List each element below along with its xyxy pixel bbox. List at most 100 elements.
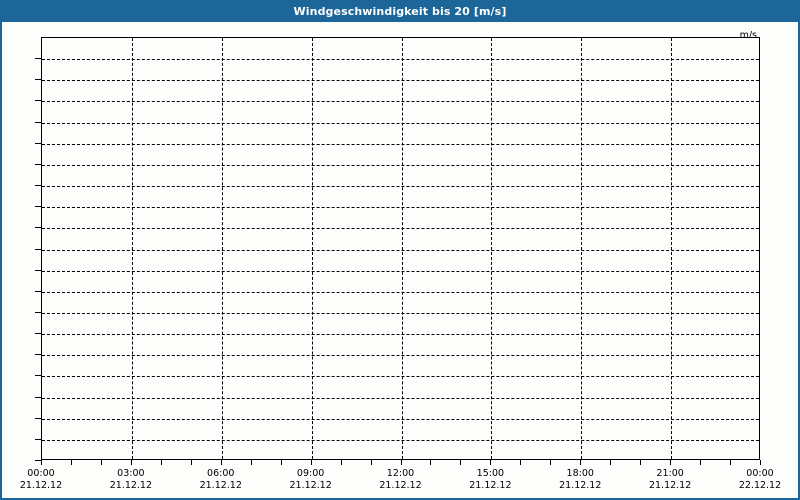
window-title-bar: Windgeschwindigkeit bis 20 [m/s] — [2, 2, 798, 22]
x-axis-tick-date: 21.12.12 — [109, 480, 153, 491]
x-axis-minor-tick-mark — [370, 460, 372, 465]
x-axis-tick-time: 06:00 — [207, 468, 235, 479]
x-axis-tick-label: 03:00 21.12.12 — [86, 468, 176, 492]
horizontal-gridline — [42, 249, 759, 251]
plot-area — [41, 37, 760, 460]
x-axis-major-tick-mark — [400, 460, 402, 465]
y-axis-tick-mark — [35, 460, 41, 461]
x-axis-minor-tick-mark — [160, 460, 162, 465]
horizontal-gridline — [42, 186, 759, 188]
horizontal-gridline — [42, 80, 759, 82]
horizontal-gridline — [42, 418, 759, 420]
vertical-gridline — [491, 38, 493, 459]
horizontal-gridline — [42, 376, 759, 378]
vertical-gridline — [131, 38, 133, 459]
vertical-gridline — [581, 38, 583, 459]
x-axis-tick-time: 18:00 — [566, 468, 594, 479]
x-axis-tick-label: 15:00 21.12.12 — [445, 468, 535, 492]
y-axis-tick-mark — [35, 333, 41, 335]
x-axis-tick-label: 09:00 21.12.12 — [266, 468, 356, 492]
y-axis-tick-mark — [35, 185, 41, 187]
y-axis-tick-mark — [35, 311, 41, 313]
y-axis-tick-mark — [35, 248, 41, 250]
x-axis-tick-time: 21:00 — [656, 468, 684, 479]
x-axis-tick-date: 21.12.12 — [19, 480, 63, 491]
y-axis-tick-mark — [35, 417, 41, 419]
y-axis-tick-mark — [35, 227, 41, 229]
y-axis-tick-mark — [35, 58, 41, 60]
horizontal-gridline — [42, 270, 759, 272]
x-axis-tick-time: 09:00 — [296, 468, 325, 479]
y-axis-tick-mark — [35, 269, 41, 271]
x-axis-major-tick-mark — [130, 460, 132, 465]
x-axis-tick-time: 03:00 — [117, 468, 145, 479]
grid-layer — [42, 38, 759, 459]
x-axis-tick-date: 21.12.12 — [379, 480, 422, 491]
y-axis-tick-mark — [35, 375, 41, 377]
y-axis-tick-mark — [35, 100, 41, 102]
x-axis-minor-tick-mark — [640, 460, 642, 465]
y-axis-tick-mark — [35, 354, 41, 356]
x-axis-tick-label: 00:00 21.12.12 — [2, 468, 86, 492]
chart-area: m/s 19,018,017,016,015,014,013,012,011,0… — [2, 22, 798, 498]
x-axis-tick-label: 00:00 22.12.12 — [715, 468, 798, 492]
horizontal-gridline — [42, 439, 759, 441]
horizontal-gridline — [42, 228, 759, 230]
horizontal-gridline — [42, 334, 759, 336]
x-axis-minor-tick-mark — [730, 460, 732, 465]
y-axis-tick-mark — [35, 290, 41, 292]
x-axis-minor-tick-mark — [460, 460, 462, 465]
x-axis-minor-tick-mark — [280, 460, 282, 465]
y-axis-tick-mark — [35, 163, 41, 165]
horizontal-gridline — [42, 291, 759, 293]
horizontal-gridline — [42, 143, 759, 145]
x-axis-minor-tick-mark — [70, 460, 72, 465]
horizontal-gridline — [42, 122, 759, 124]
x-axis-tick-date: 21.12.12 — [289, 480, 332, 491]
x-axis-minor-tick-mark — [520, 460, 522, 465]
x-axis-tick-date: 21.12.12 — [648, 480, 692, 491]
horizontal-gridline — [42, 59, 759, 61]
x-axis-major-tick-mark — [760, 460, 761, 465]
x-axis: 00:00 21.12.12 03:00 21.12.12 06:00 21.12.12 0… — [2, 460, 798, 498]
y-axis-unit-label: m/s — [739, 30, 757, 41]
x-axis-minor-tick-mark — [700, 460, 702, 465]
x-axis-tick-date: 21.12.12 — [469, 480, 512, 491]
y-axis-tick-mark — [35, 206, 41, 208]
x-axis-tick-label: 21:00 21.12.12 — [625, 468, 715, 492]
horizontal-gridline — [42, 164, 759, 166]
x-axis-tick-label: 18:00 21.12.12 — [535, 468, 625, 492]
x-axis-major-tick-mark — [310, 460, 312, 465]
x-axis-minor-tick-mark — [340, 460, 342, 465]
x-axis-major-tick-mark — [670, 460, 672, 465]
vertical-gridline — [401, 38, 403, 459]
x-axis-tick-date: 22.12.12 — [738, 480, 782, 491]
x-axis-minor-tick-mark — [430, 460, 432, 465]
x-axis-minor-tick-mark — [550, 460, 552, 465]
x-axis-tick-time: 00:00 — [746, 468, 774, 479]
horizontal-gridline — [42, 101, 759, 103]
x-axis-major-tick-mark — [220, 460, 222, 465]
y-axis-tick-mark — [35, 79, 41, 81]
x-axis-tick-time: 12:00 — [386, 468, 415, 479]
x-axis-minor-tick-mark — [100, 460, 102, 465]
horizontal-gridline — [42, 355, 759, 357]
x-axis-minor-tick-mark — [190, 460, 192, 465]
horizontal-gridline — [42, 312, 759, 314]
y-axis-tick-mark — [35, 438, 41, 440]
x-axis-tick-label: 06:00 21.12.12 — [176, 468, 266, 492]
x-axis-tick-date: 21.12.12 — [559, 480, 602, 491]
y-axis-tick-mark — [35, 142, 41, 144]
x-axis-tick-time: 00:00 — [27, 468, 55, 479]
vertical-gridline — [671, 38, 673, 459]
x-axis-tick-label: 12:00 21.12.12 — [356, 468, 446, 492]
y-axis: 19,018,017,016,015,014,013,012,011,010,0… — [2, 22, 41, 498]
vertical-gridline — [221, 38, 223, 459]
x-axis-minor-tick-mark — [610, 460, 612, 465]
y-axis-tick-mark — [35, 121, 41, 123]
x-axis-major-tick-mark — [490, 460, 492, 465]
y-axis-tick-mark — [35, 396, 41, 398]
vertical-gridline — [311, 38, 313, 459]
x-axis-tick-time: 15:00 — [476, 468, 505, 479]
